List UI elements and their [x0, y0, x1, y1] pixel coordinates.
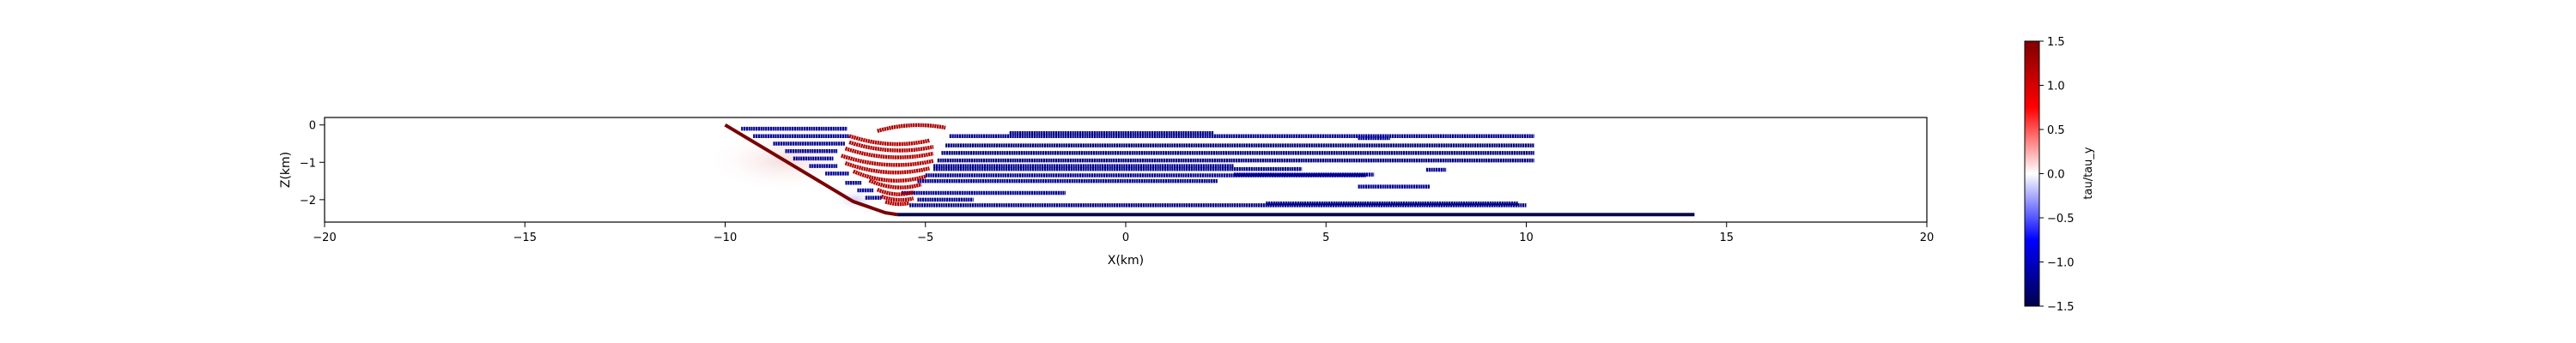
x-tick-label: −10	[714, 232, 737, 244]
x-tick-label: 20	[1920, 232, 1935, 244]
stress-segment	[876, 188, 914, 196]
stress-segment	[868, 178, 922, 190]
stress-segment	[877, 123, 946, 133]
stress-segment	[848, 140, 934, 153]
stress-segment	[852, 169, 927, 183]
x-axis-label: X(km)	[1108, 254, 1144, 268]
stress-segment	[844, 146, 934, 159]
colorbar-tick-label: −1.0	[2047, 257, 2075, 270]
x-tick-label: −20	[313, 232, 336, 244]
x-tick-label: 10	[1519, 232, 1534, 244]
negative-stress-segments	[741, 126, 1534, 208]
colorbar-tick-label: 1.0	[2047, 81, 2065, 93]
positive-stress-segments	[841, 123, 946, 207]
colorbar-tick-label: 0.0	[2047, 169, 2065, 182]
colorbar-tick-label: −0.5	[2047, 213, 2075, 226]
stress-segment	[841, 153, 934, 167]
stress-segment	[880, 194, 914, 202]
colorbar-ticks: 1.5 1.0 0.5 0.0 −0.5 −1.0 −1.5	[2039, 36, 2075, 314]
y-axis: 0 −1 −2	[300, 120, 325, 208]
stress-segment	[848, 134, 930, 147]
main-fault	[724, 123, 1695, 217]
x-tick-label: 0	[1122, 232, 1129, 244]
stress-segment	[884, 200, 910, 207]
colorbar-tick-label: 1.5	[2047, 36, 2065, 49]
x-tick-label: −15	[513, 232, 537, 244]
x-tick-label: −5	[917, 232, 933, 244]
colorbar-bar	[2024, 40, 2040, 307]
plot-area	[324, 117, 1928, 223]
y-tick-label: −1	[300, 157, 316, 170]
x-axis: −20 −15 −10 −5 0 5 10 15 20	[313, 222, 1934, 244]
colorbar-tick-label: 0.5	[2047, 124, 2065, 137]
y-tick-label: 0	[309, 120, 316, 133]
fault-dipping-segment	[724, 123, 898, 217]
x-tick-label: 15	[1719, 232, 1734, 244]
y-axis-label: Z(km)	[279, 152, 293, 188]
y-tick-label: −2	[300, 195, 316, 208]
colorbar-label: tau/tau_y	[2082, 147, 2095, 199]
x-tick-label: 5	[1322, 232, 1329, 244]
colorbar: 1.5 1.0 0.5 0.0 −0.5 −1.0 −1.5 tau/tau_y	[2024, 36, 2095, 314]
colorbar-tick-label: −1.5	[2047, 301, 2075, 314]
